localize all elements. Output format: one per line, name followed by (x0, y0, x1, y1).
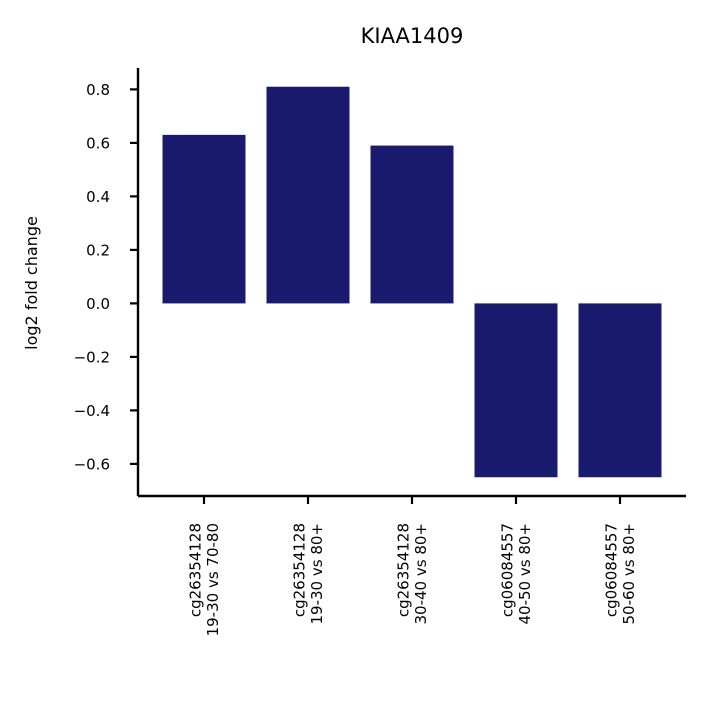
y-tick-label: −0.6 (74, 455, 110, 473)
y-tick-label: 0.4 (86, 188, 110, 206)
x-tick-label-line: 19-30 vs 70-80 (204, 523, 222, 636)
x-tick-label-line: 19-30 vs 80+ (308, 523, 326, 624)
y-axis: 0.8 0.6 0.4 0.2 0.0 −0.2 −0.4 −0.6 (74, 68, 140, 496)
x-tick-label: cg26354128 19-30 vs 70-80 (186, 523, 222, 636)
x-tick-label-line: cg26354128 (186, 523, 204, 617)
x-tick-label-line: 40-50 vs 80+ (516, 523, 534, 624)
y-tick-label: 0.8 (86, 81, 110, 99)
y-tick-label: 0.2 (86, 241, 110, 259)
bar-4 (474, 303, 558, 478)
x-tick-label: cg26354128 19-30 vs 80+ (290, 523, 326, 624)
x-tick-label-line: 30-40 vs 80+ (412, 523, 430, 624)
x-tick-label-line: cg06084557 (602, 523, 620, 617)
y-tick-label: 0.0 (86, 295, 110, 313)
y-tick-label: −0.2 (74, 348, 110, 366)
x-tick-label: cg26354128 30-40 vs 80+ (394, 523, 430, 624)
x-tick-label-line: cg06084557 (498, 523, 516, 617)
x-tick-label-line: cg26354128 (290, 523, 308, 617)
y-axis-label: log2 fold change (22, 216, 41, 350)
x-tick-label-line: cg26354128 (394, 523, 412, 617)
bar-1 (162, 134, 246, 304)
bar-3 (370, 145, 454, 304)
bar-5 (578, 303, 662, 478)
x-tick-label: cg06084557 40-50 vs 80+ (498, 523, 534, 624)
bar-2 (266, 86, 350, 304)
y-tick-label: −0.4 (74, 402, 110, 420)
x-axis: cg26354128 19-30 vs 70-80 cg26354128 19-30 … (138, 494, 686, 636)
x-tick-label-line: 50-60 vs 80+ (620, 523, 638, 624)
y-tick-label: 0.6 (86, 134, 110, 152)
bars-layer (162, 86, 662, 478)
chart-title: KIAA1409 (361, 24, 464, 48)
x-tick-label: cg06084557 50-60 vs 80+ (602, 523, 638, 624)
